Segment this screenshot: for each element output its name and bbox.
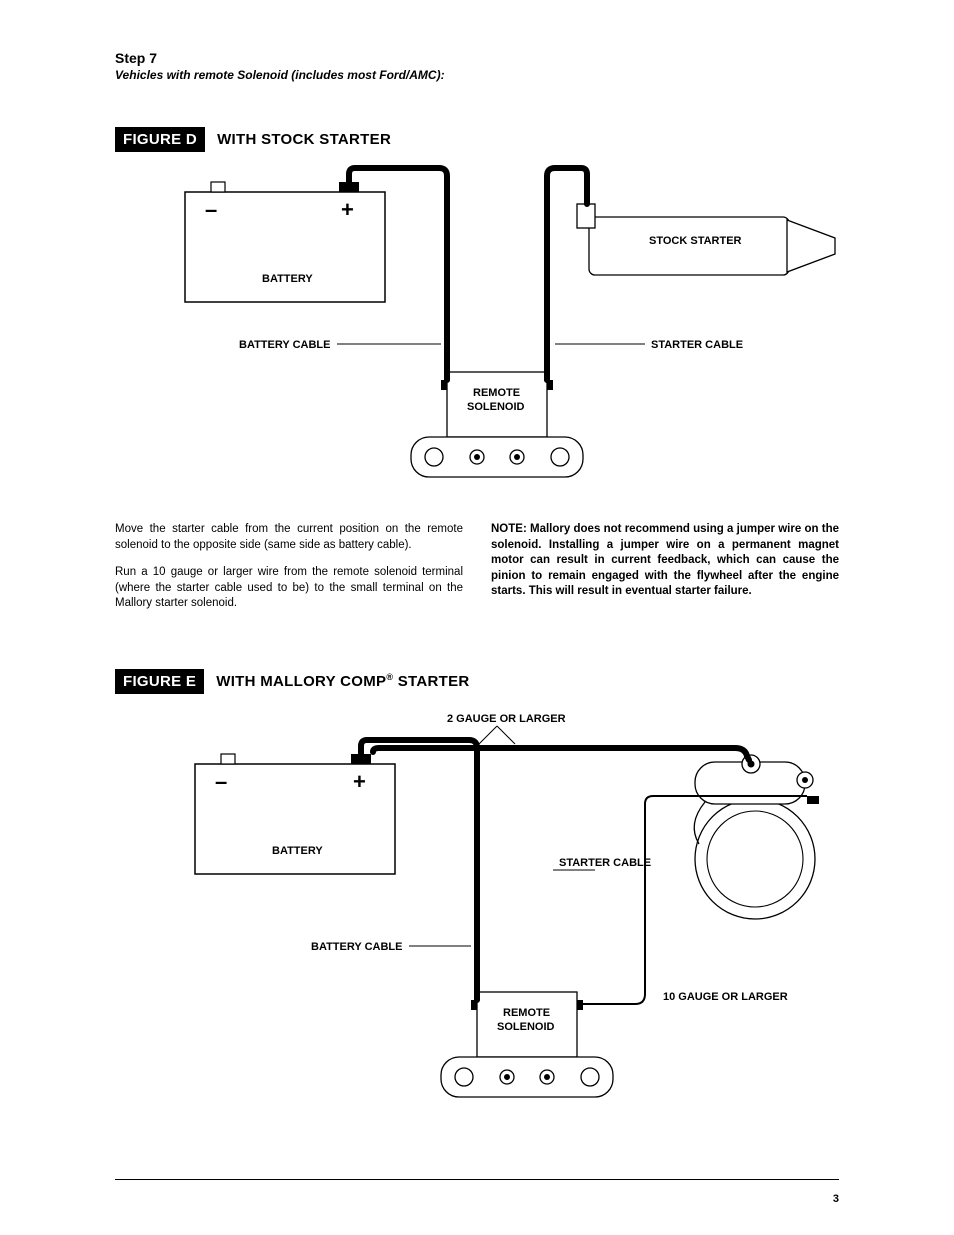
battery-label: BATTERY bbox=[262, 273, 313, 285]
figure-e-heading: FIGURE E WITH MALLORY COMP® STARTER bbox=[115, 669, 839, 694]
battery-cable bbox=[349, 168, 447, 380]
plus-sign-e: + bbox=[353, 769, 366, 794]
figure-d-badge: FIGURE D bbox=[115, 127, 205, 152]
step-title: Step 7 bbox=[115, 50, 839, 66]
gauge2-label: 2 GAUGE OR LARGER bbox=[447, 713, 566, 725]
minus-sign-e: – bbox=[215, 769, 227, 794]
starter-cable-label: STARTER CABLE bbox=[651, 339, 743, 351]
battery-cable-label-e: BATTERY CABLE bbox=[311, 941, 402, 953]
starter-cable bbox=[547, 168, 587, 380]
battery-label-e: BATTERY bbox=[272, 845, 323, 857]
battery-cable-label: BATTERY CABLE bbox=[239, 339, 330, 351]
step-subtitle: Vehicles with remote Solenoid (includes … bbox=[115, 68, 839, 82]
starter-cable-e bbox=[373, 748, 749, 760]
footer-rule bbox=[115, 1179, 839, 1180]
body-text: Move the starter cable from the current … bbox=[115, 522, 839, 624]
page-number: 3 bbox=[833, 1193, 839, 1205]
remote-solenoid-e-l2: SOLENOID bbox=[497, 1021, 555, 1033]
minus-sign: – bbox=[205, 197, 217, 222]
figure-d-heading: FIGURE D WITH STOCK STARTER bbox=[115, 127, 839, 152]
figure-e-title-post: STARTER bbox=[393, 673, 469, 690]
mallory-starter-icon bbox=[694, 755, 819, 919]
battery-cable-e bbox=[361, 740, 477, 1000]
body-col-right: NOTE: Mallory does not recommend using a… bbox=[491, 522, 839, 624]
stock-starter-label: STOCK STARTER bbox=[649, 235, 742, 247]
remote-solenoid-label-2: SOLENOID bbox=[467, 401, 525, 413]
figure-e-badge: FIGURE E bbox=[115, 669, 204, 694]
figure-d-diagram: – + BATTERY STOCK STARTER bbox=[115, 162, 839, 492]
gauge10-label: 10 GAUGE OR LARGER bbox=[663, 991, 788, 1003]
body-col-left: Move the starter cable from the current … bbox=[115, 522, 463, 624]
body-note: NOTE: Mallory does not recommend using a… bbox=[491, 522, 839, 600]
remote-solenoid-e-l1: REMOTE bbox=[503, 1007, 550, 1019]
plus-sign: + bbox=[341, 197, 354, 222]
figure-e-diagram: 2 GAUGE OR LARGER – + BATTERY bbox=[115, 704, 839, 1104]
figure-e-title: WITH MALLORY COMP® STARTER bbox=[216, 672, 469, 690]
starter-cable-label-e: STARTER CABLE bbox=[559, 857, 651, 869]
body-p1: Move the starter cable from the current … bbox=[115, 522, 463, 553]
figure-d-title: WITH STOCK STARTER bbox=[217, 131, 391, 148]
remote-solenoid-label-1: REMOTE bbox=[473, 387, 520, 399]
figure-e-title-pre: WITH MALLORY COMP bbox=[216, 673, 386, 690]
body-p2: Run a 10 gauge or larger wire from the r… bbox=[115, 565, 463, 612]
